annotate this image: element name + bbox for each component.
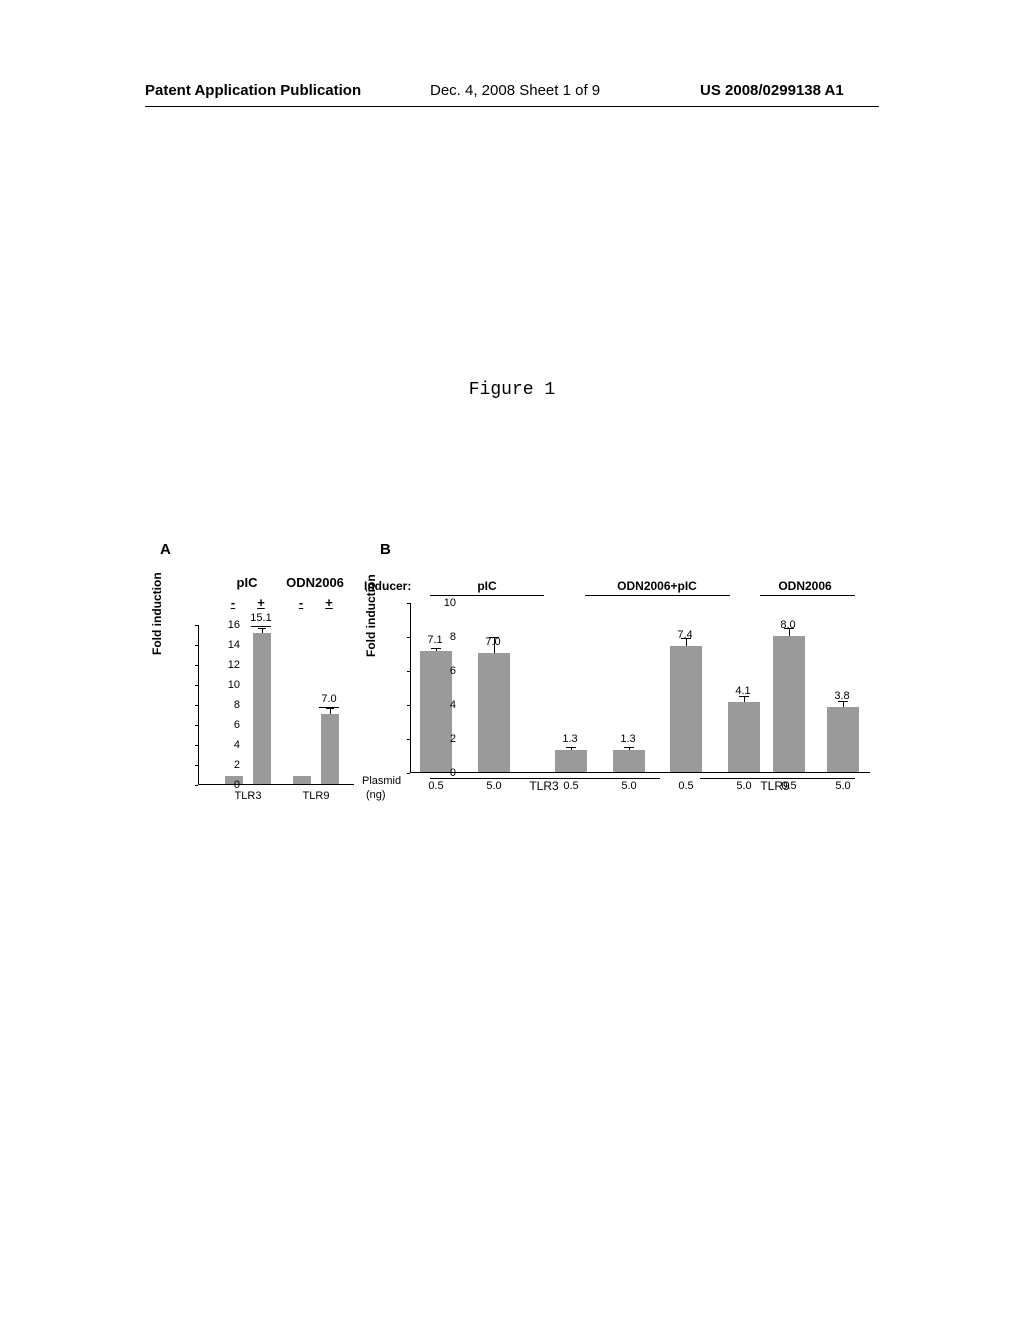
chart-b-inducer: ODN2006 bbox=[778, 579, 831, 593]
chart-b-bar bbox=[613, 750, 645, 772]
chart-a-sign: - bbox=[299, 595, 303, 610]
chart-b-ytick: 4 bbox=[426, 699, 456, 711]
chart-a-sign: - bbox=[231, 595, 235, 610]
chart-b-value: 7.0 bbox=[485, 636, 500, 648]
chart-b-value: 4.1 bbox=[735, 685, 750, 697]
header-right: US 2008/0299138 A1 bbox=[700, 82, 844, 99]
chart-b-inducer: pIC bbox=[477, 579, 496, 593]
chart-b-plasmid: TLR3 bbox=[529, 779, 558, 793]
chart-a-bar bbox=[321, 714, 339, 784]
header-mid: Dec. 4, 2008 Sheet 1 of 9 bbox=[430, 82, 600, 99]
plasmid-label: Plasmid bbox=[362, 775, 401, 787]
chart-b-plasmid: TLR9 bbox=[760, 779, 789, 793]
chart-b-xlabel: 5.0 bbox=[486, 780, 501, 792]
chart-b-ytick: 10 bbox=[426, 597, 456, 609]
chart-a-group: pIC bbox=[237, 575, 258, 590]
chart-a-ytick: 16 bbox=[210, 619, 240, 631]
chart-b-value: 7.4 bbox=[677, 629, 692, 641]
chart-b-xlabel: 0.5 bbox=[678, 780, 693, 792]
chart-a-ytick: 2 bbox=[210, 759, 240, 771]
chart-b-xlabel: 0.5 bbox=[428, 780, 443, 792]
chart-b-value: 7.1 bbox=[427, 634, 442, 646]
chart-b-value: 1.3 bbox=[620, 733, 635, 745]
chart-b-plot: 0.55.00.55.00.55.00.55.0 bbox=[410, 603, 870, 773]
chart-b-ytick: 2 bbox=[426, 733, 456, 745]
chart-a-ytick: 14 bbox=[210, 639, 240, 651]
plasmid-unit: (ng) bbox=[366, 789, 386, 801]
chart-b: Inducer: Fold induction 0.55.00.55.00.55… bbox=[370, 575, 880, 835]
chart-a-sign: + bbox=[257, 595, 265, 610]
chart-a-ytick: 6 bbox=[210, 719, 240, 731]
figure-title: Figure 1 bbox=[0, 380, 1024, 400]
chart-b-xlabel: 5.0 bbox=[621, 780, 636, 792]
chart-a-value: 7.0 bbox=[321, 693, 336, 705]
chart-b-xlabel: 5.0 bbox=[835, 780, 850, 792]
panel-a-label: A bbox=[160, 541, 171, 558]
chart-a-ytick: 0 bbox=[210, 779, 240, 791]
chart-a-group: ODN2006 bbox=[286, 575, 344, 590]
chart-b-value: 8.0 bbox=[780, 619, 795, 631]
chart-a-xlabel: TLR3 bbox=[235, 790, 262, 802]
chart-a-ytick: 12 bbox=[210, 659, 240, 671]
chart-b-value: 3.8 bbox=[834, 690, 849, 702]
chart-a-xlabel: TLR9 bbox=[303, 790, 330, 802]
header-line bbox=[145, 106, 879, 107]
chart-a-ytick: 4 bbox=[210, 739, 240, 751]
chart-a-sign: + bbox=[325, 595, 333, 610]
chart-b-inducer: ODN2006+pIC bbox=[617, 579, 697, 593]
chart-b-ylabel: Fold induction bbox=[364, 574, 378, 657]
chart-a: Fold induction TLR3TLR9 0246810121416pIC… bbox=[162, 575, 362, 825]
chart-b-bar bbox=[670, 646, 702, 772]
chart-a-ytick: 10 bbox=[210, 679, 240, 691]
chart-b-bar bbox=[773, 636, 805, 772]
chart-a-ylabel: Fold induction bbox=[150, 572, 164, 655]
chart-a-bar bbox=[253, 633, 271, 784]
chart-b-value: 1.3 bbox=[562, 733, 577, 745]
chart-b-bar bbox=[478, 653, 510, 772]
chart-a-bar bbox=[293, 776, 311, 784]
chart-b-ytick: 6 bbox=[426, 665, 456, 677]
chart-b-bar bbox=[555, 750, 587, 772]
chart-b-xlabel: 0.5 bbox=[563, 780, 578, 792]
chart-b-bar bbox=[827, 707, 859, 772]
panel-b-label: B bbox=[380, 541, 391, 558]
chart-b-bar bbox=[728, 702, 760, 772]
chart-b-xlabel: 5.0 bbox=[736, 780, 751, 792]
chart-a-ytick: 8 bbox=[210, 699, 240, 711]
chart-a-value: 15.1 bbox=[250, 612, 271, 624]
header-left: Patent Application Publication bbox=[145, 82, 361, 99]
